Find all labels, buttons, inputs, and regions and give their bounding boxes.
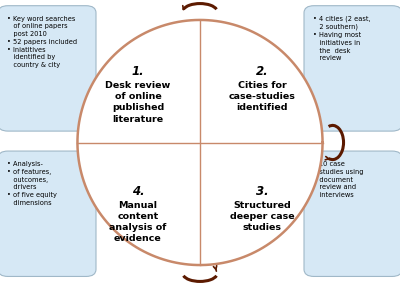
Polygon shape: [78, 20, 322, 265]
Text: • 10 case
   studies using
   document
   review and
   interviews: • 10 case studies using document review …: [313, 161, 363, 198]
Text: Cities for
case-studies
identified: Cities for case-studies identified: [228, 81, 296, 112]
FancyBboxPatch shape: [0, 6, 96, 131]
Text: • Analysis-
• of features,
   outcomes,
   drivers
• of five equity
   dimension: • Analysis- • of features, outcomes, dri…: [7, 161, 57, 206]
Text: Manual
content
analysis of
evidence: Manual content analysis of evidence: [109, 201, 167, 243]
Text: 4.: 4.: [132, 185, 144, 198]
FancyBboxPatch shape: [304, 151, 400, 276]
Text: Structured
deeper case
studies: Structured deeper case studies: [230, 201, 294, 232]
Text: • Key word searches
   of online papers
   post 2010
• 52 papers included
• Inia: • Key word searches of online papers pos…: [7, 16, 77, 68]
FancyBboxPatch shape: [304, 6, 400, 131]
Text: • 4 cities (2 east,
   2 southern)
• Having most
   initiatives in
   the  desk
: • 4 cities (2 east, 2 southern) • Having…: [313, 16, 370, 62]
FancyBboxPatch shape: [0, 151, 96, 276]
Text: 2.: 2.: [256, 65, 268, 78]
Text: 3.: 3.: [256, 185, 268, 198]
Text: Desk review
of online
published
literature: Desk review of online published literatu…: [105, 81, 171, 123]
Text: 1.: 1.: [132, 65, 144, 78]
